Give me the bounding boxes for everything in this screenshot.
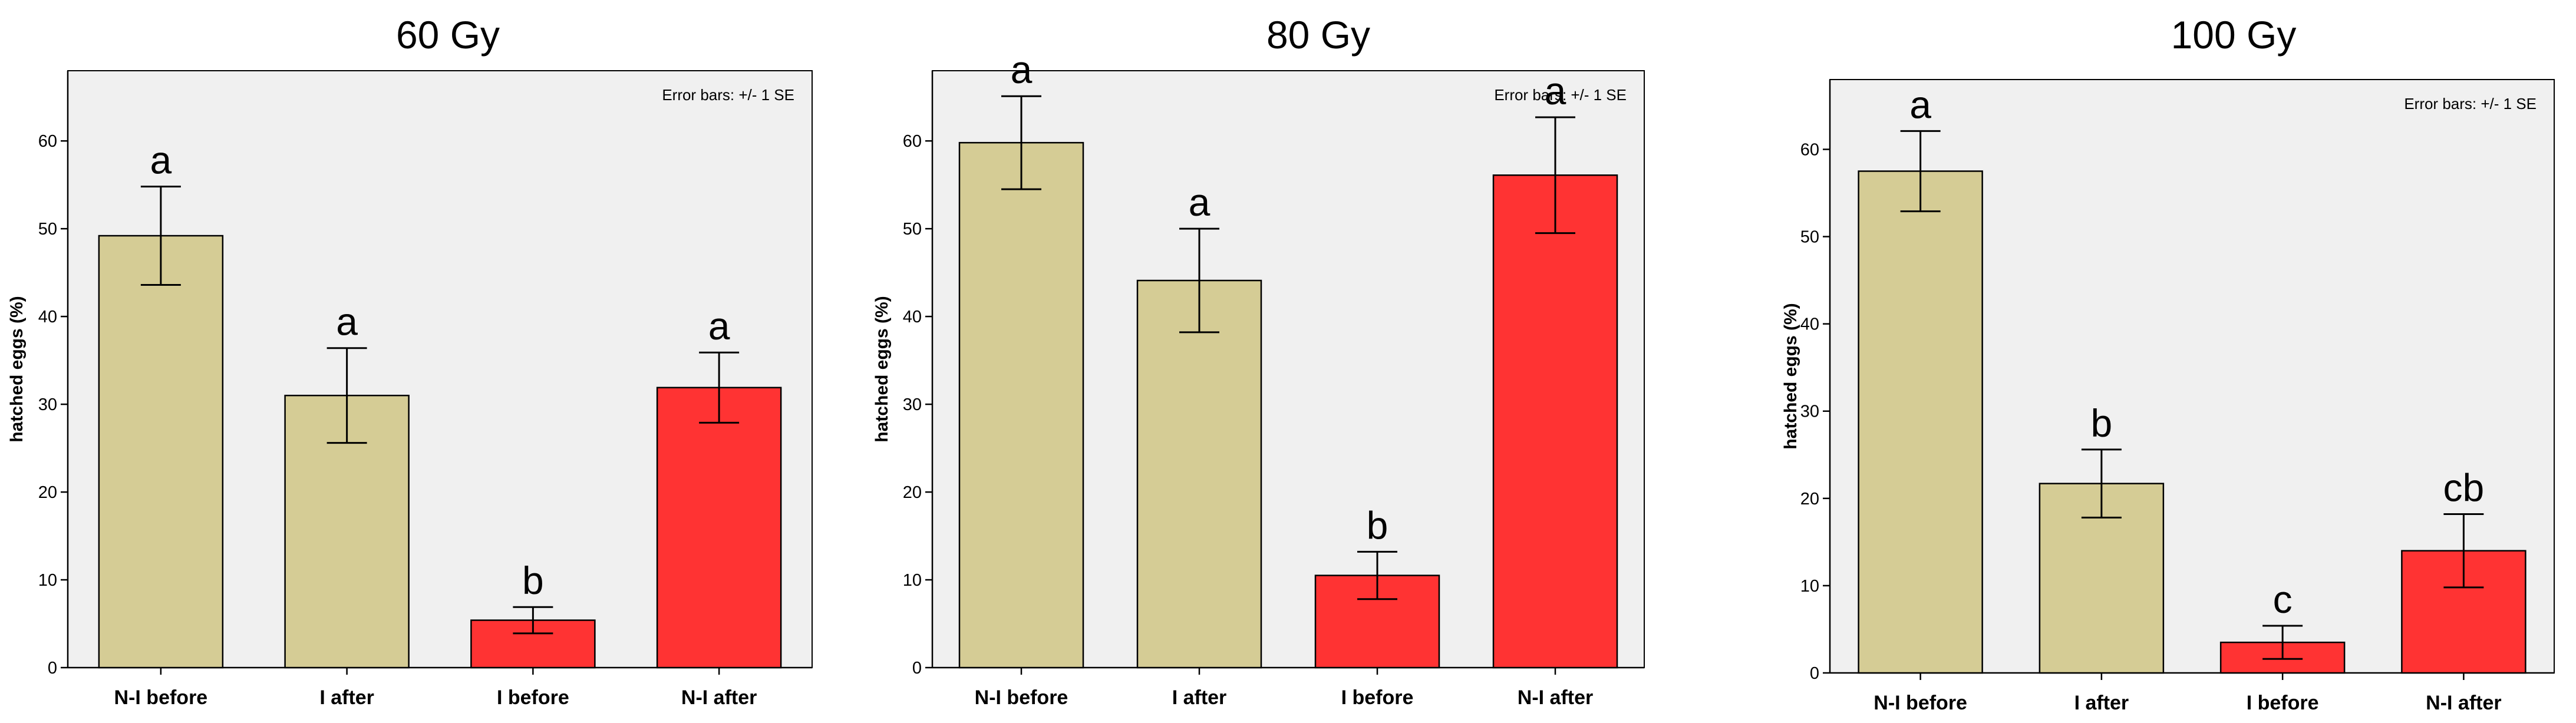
significance-letter: a bbox=[1189, 180, 1211, 224]
x-tick-label: I after bbox=[1172, 686, 1227, 709]
x-tick-label: N-I before bbox=[1874, 692, 1967, 714]
significance-letter: a bbox=[336, 300, 358, 344]
y-tick-label: 30 bbox=[38, 395, 57, 414]
y-tick-label: 0 bbox=[1810, 664, 1819, 683]
y-tick-label: 0 bbox=[48, 659, 57, 678]
significance-letter: b bbox=[1367, 503, 1388, 547]
significance-letter: c bbox=[2273, 577, 2293, 621]
y-tick-label: 50 bbox=[38, 220, 57, 239]
error-bar-note: Error bars: +/- 1 SE bbox=[1494, 86, 1627, 104]
x-tick-label: N-I before bbox=[114, 686, 208, 709]
x-tick-label: N-I after bbox=[681, 686, 757, 709]
x-tick-label: N-I after bbox=[1518, 686, 1593, 709]
y-tick-label: 10 bbox=[38, 571, 57, 590]
bar bbox=[98, 235, 224, 669]
y-tick-label: 10 bbox=[903, 571, 922, 590]
significance-letter: cb bbox=[2443, 466, 2485, 509]
x-tick-label: I before bbox=[1341, 686, 1414, 709]
chart-title: 60 Gy bbox=[396, 13, 500, 57]
y-tick-label: 40 bbox=[903, 308, 922, 326]
x-tick-label: N-I after bbox=[2426, 692, 2501, 714]
x-tick-label: I after bbox=[2074, 692, 2129, 714]
y-tick-label: 0 bbox=[912, 659, 922, 678]
error-bar-note: Error bars: +/- 1 SE bbox=[662, 86, 794, 104]
y-tick-label: 40 bbox=[1800, 315, 1819, 334]
x-tick-label: I after bbox=[319, 686, 374, 709]
significance-letter: b bbox=[2091, 401, 2113, 445]
bar bbox=[1136, 279, 1262, 669]
y-axis-label: hatched eggs (%) bbox=[1781, 303, 1800, 449]
y-tick-label: 20 bbox=[38, 483, 57, 502]
x-tick-label: N-I before bbox=[975, 686, 1068, 709]
bar bbox=[656, 387, 782, 669]
y-tick-label: 20 bbox=[903, 483, 922, 502]
bar bbox=[1492, 174, 1618, 669]
y-tick-label: 20 bbox=[1800, 490, 1819, 509]
y-tick-label: 30 bbox=[1800, 402, 1819, 421]
chart-panel: 60 Gy 0 10 20 30 40 50 60 hatched eggs (%) Error … bbox=[7, 13, 813, 709]
y-tick-label: 30 bbox=[903, 395, 922, 414]
significance-letter: b bbox=[522, 559, 544, 602]
significance-letter: a bbox=[1909, 82, 1931, 126]
y-tick-label: 50 bbox=[903, 220, 922, 239]
significance-letter: a bbox=[1011, 48, 1033, 91]
y-tick-label: 60 bbox=[1800, 140, 1819, 159]
bar bbox=[1858, 170, 1983, 674]
y-axis-label: hatched eggs (%) bbox=[872, 296, 892, 442]
significance-letter: a bbox=[150, 138, 172, 182]
y-axis-label: hatched eggs (%) bbox=[7, 296, 27, 442]
x-tick-label: I before bbox=[497, 686, 569, 709]
y-tick-label: 40 bbox=[38, 308, 57, 326]
bar bbox=[958, 141, 1084, 669]
y-tick-label: 50 bbox=[1800, 228, 1819, 247]
y-tick-label: 10 bbox=[1800, 577, 1819, 596]
error-bar-note: Error bars: +/- 1 SE bbox=[2404, 95, 2537, 113]
y-tick-label: 60 bbox=[903, 132, 922, 151]
chart-panel: 100 Gy 0 10 20 30 40 50 60 hatched eggs (%) Error… bbox=[1781, 13, 2555, 714]
y-tick-label: 60 bbox=[38, 132, 57, 151]
chart-title: 100 Gy bbox=[2171, 13, 2297, 57]
chart-title: 80 Gy bbox=[1266, 13, 1370, 57]
charts-root: 60 Gy 0 10 20 30 40 50 60 hatched eggs (%) Error … bbox=[7, 13, 2555, 714]
x-tick-label: I before bbox=[2247, 692, 2319, 714]
chart-panel: 80 Gy 0 10 20 30 40 50 60 hatched eggs (%) Error … bbox=[872, 13, 1645, 709]
significance-letter: a bbox=[708, 304, 730, 348]
significance-letter: a bbox=[1545, 69, 1566, 113]
